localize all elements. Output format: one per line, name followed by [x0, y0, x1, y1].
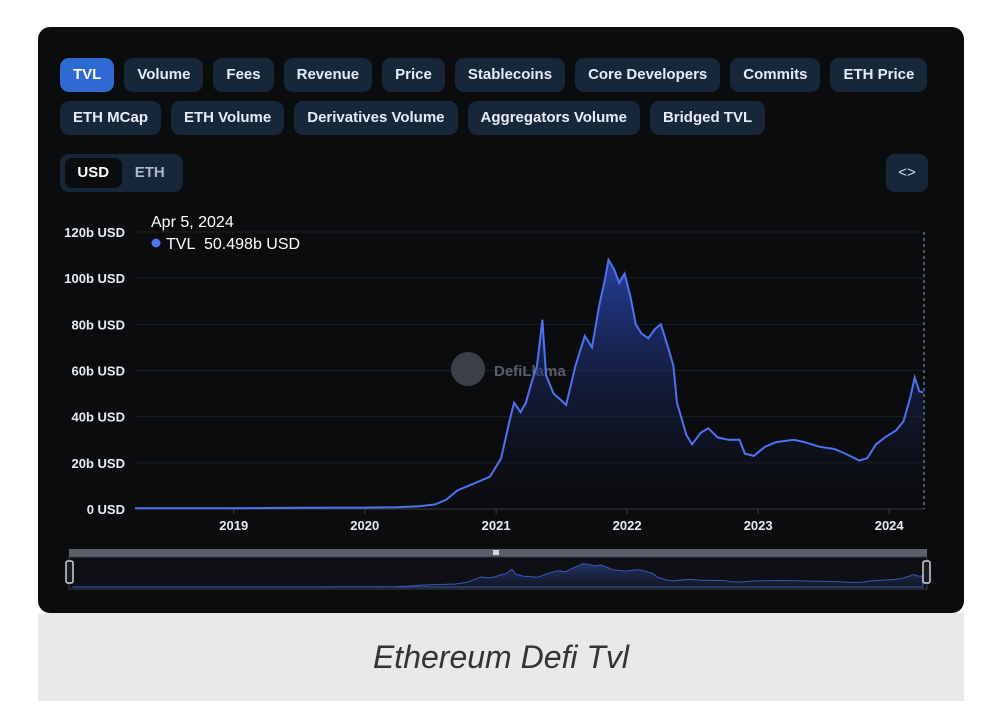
slider-handle-left[interactable] — [65, 560, 74, 584]
watermark: DefiLlama — [451, 352, 566, 386]
y-tick-label: 80b USD — [72, 317, 125, 332]
llama-logo-icon — [451, 352, 485, 386]
tvl-line — [135, 256, 924, 510]
tooltip-series-dot — [151, 238, 161, 248]
tooltip-series: TVL — [166, 236, 195, 253]
tab-fees[interactable]: Fees — [213, 58, 274, 92]
x-tick-label: 2024 — [875, 518, 905, 533]
slider-grip-icon[interactable] — [493, 550, 499, 555]
range-slider[interactable] — [65, 549, 931, 590]
y-tick-label: 40b USD — [72, 410, 125, 425]
tab-eth-volume[interactable]: ETH Volume — [171, 101, 285, 135]
tab-tvl[interactable]: TVL — [60, 58, 115, 92]
currency-usd[interactable]: USD — [65, 158, 122, 188]
chart-card: TVL Volume Fees Revenue Price Stablecoins Core… — [38, 27, 964, 613]
y-axis-ticks: 0 USD 20b USD 40b USD 60b USD 80b USD 100b US… — [64, 225, 125, 517]
tab-price[interactable]: Price — [382, 58, 445, 92]
tooltip: Apr 5, 2024 TVL 50.498b USD — [151, 214, 300, 253]
tab-commits[interactable]: Commits — [730, 58, 821, 92]
slider-preview — [72, 563, 924, 588]
x-tick-label: 2023 — [744, 518, 773, 533]
tab-aggregators-volume[interactable]: Aggregators Volume — [467, 101, 640, 135]
caption-band: Ethereum Defi Tvl — [38, 613, 964, 701]
currency-toggle: USD ETH — [60, 154, 183, 192]
x-tick-label: 2021 — [482, 518, 511, 533]
tab-revenue[interactable]: Revenue — [283, 58, 373, 92]
tab-bridged-tvl[interactable]: Bridged TVL — [649, 101, 766, 135]
x-tick-label: 2022 — [613, 518, 642, 533]
x-axis-ticks: 2019 2020 2021 2022 2023 2024 — [219, 509, 904, 533]
caption: Ethereum Defi Tvl — [372, 639, 630, 675]
tab-eth-price[interactable]: ETH Price — [830, 58, 928, 92]
slider-handle-right[interactable] — [922, 560, 931, 584]
tvl-chart: 0 USD 20b USD 40b USD 60b USD 80b USD 100b US… — [64, 214, 931, 590]
y-tick-label: 0 USD — [87, 502, 125, 517]
y-tick-label: 60b USD — [72, 364, 125, 379]
tab-core-developers[interactable]: Core Developers — [575, 58, 721, 92]
x-tick-label: 2020 — [350, 518, 379, 533]
tooltip-date: Apr 5, 2024 — [151, 214, 234, 231]
y-tick-label: 100b USD — [64, 271, 125, 286]
tab-stablecoins[interactable]: Stablecoins — [454, 58, 566, 92]
tvl-area — [135, 259, 924, 509]
watermark-text: DefiLlama — [494, 363, 566, 380]
tab-derivatives-volume[interactable]: Derivatives Volume — [294, 101, 458, 135]
y-tick-label: 120b USD — [64, 225, 125, 240]
currency-eth[interactable]: ETH — [134, 164, 165, 181]
y-tick-label: 20b USD — [72, 456, 125, 471]
x-tick-label: 2019 — [219, 518, 248, 533]
tooltip-value: 50.498b USD — [204, 236, 300, 253]
embed-button[interactable]: <> — [886, 154, 928, 192]
tab-eth-mcap[interactable]: ETH MCap — [60, 101, 161, 135]
metric-tabs: TVL Volume Fees Revenue Price Stablecoins Core… — [60, 58, 930, 135]
tab-volume[interactable]: Volume — [124, 58, 204, 92]
